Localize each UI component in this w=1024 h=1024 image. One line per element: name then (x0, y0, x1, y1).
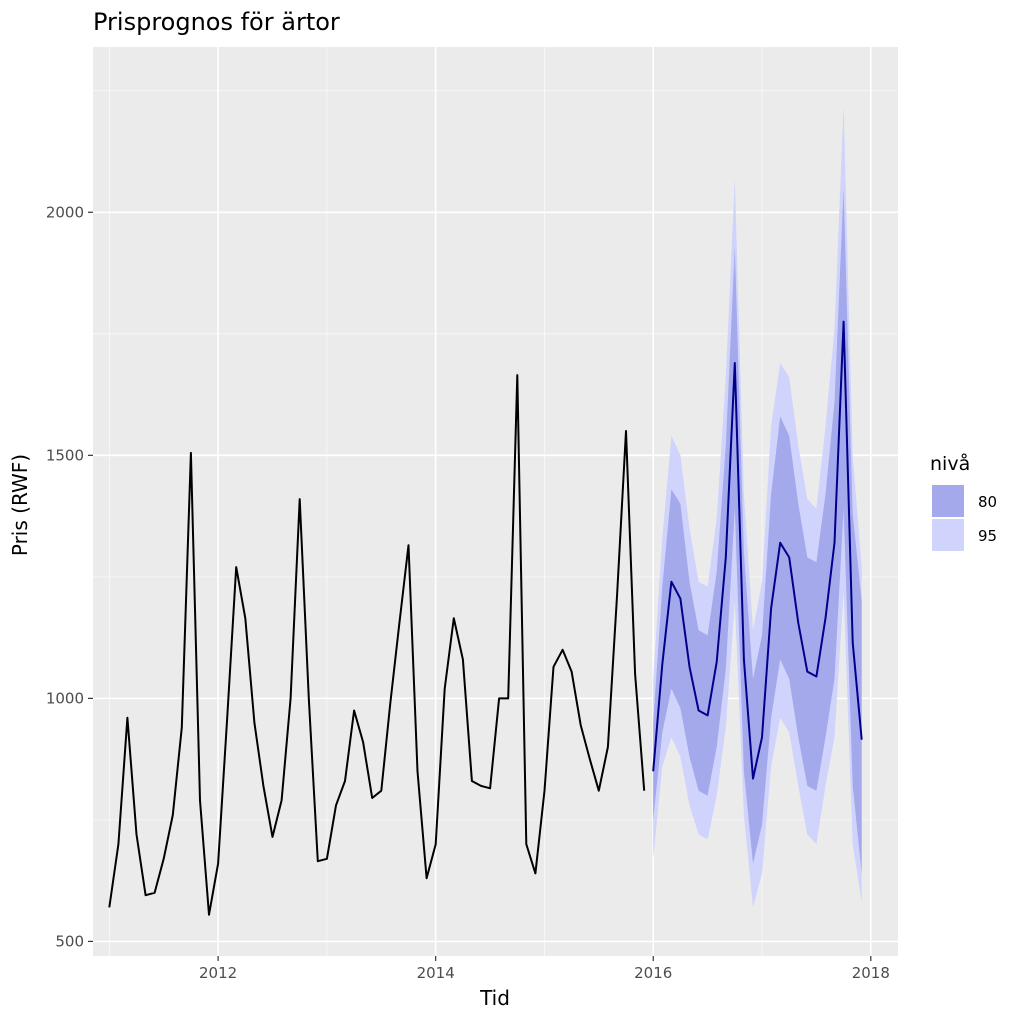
x-axis-title: Tid (479, 986, 510, 1010)
x-tick-label-1: 2014 (417, 964, 455, 982)
series-history-line (108, 374, 646, 916)
x-tick-label-0: 2012 (199, 964, 237, 982)
series-lines (108, 320, 863, 916)
legend-swatch-80 (932, 485, 964, 517)
axis-tick-labels: 2012 2014 2016 2018 500 1000 1500 2000 (46, 203, 890, 982)
forecast-bands (653, 105, 862, 908)
minor-grid (93, 47, 898, 956)
legend-label-80: 80 (978, 493, 997, 511)
legend-label-95: 95 (978, 527, 997, 545)
x-tick-label-3: 2018 (852, 964, 890, 982)
y-tick-label-2: 1500 (46, 446, 84, 464)
series-forecast-line (652, 320, 863, 780)
chart-title: Prisprognos för ärtor (93, 8, 340, 36)
x-tick-label-2: 2016 (634, 964, 672, 982)
axis-ticks (88, 211, 872, 961)
legend-title: nivå (930, 452, 970, 475)
legend-swatch-95 (932, 519, 964, 551)
band-80 (653, 188, 862, 874)
y-tick-label-3: 2000 (46, 203, 84, 221)
y-axis-title: Pris (RWF) (8, 454, 32, 556)
y-tick-label-0: 500 (55, 932, 84, 950)
legend: nivå 80 95 (930, 452, 997, 551)
y-tick-label-1: 1000 (46, 689, 84, 707)
